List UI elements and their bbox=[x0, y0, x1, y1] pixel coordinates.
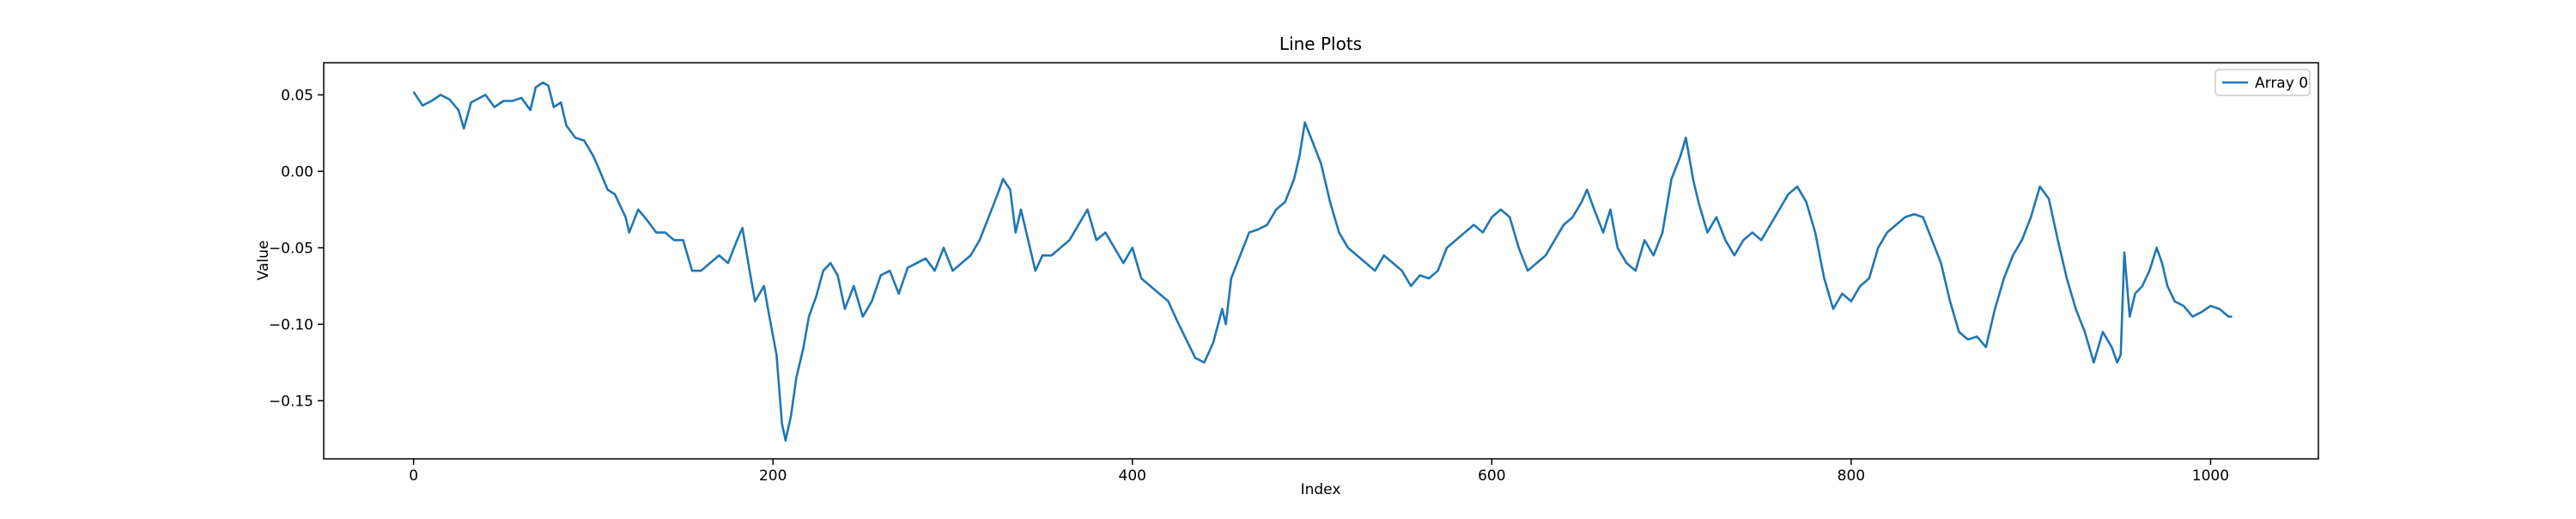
y-axis-label: Value bbox=[255, 241, 272, 281]
x-tick-label: 600 bbox=[1478, 467, 1505, 485]
y-tick-label: −0.05 bbox=[269, 240, 313, 257]
x-tick-label: 1000 bbox=[2192, 467, 2229, 485]
y-tick-label: −0.10 bbox=[269, 316, 313, 333]
x-axis-label: Index bbox=[1301, 481, 1341, 498]
y-tick-label: 0.05 bbox=[281, 87, 313, 104]
plot-frame bbox=[323, 62, 2319, 460]
y-tick-label: 0.00 bbox=[281, 163, 313, 180]
legend-box bbox=[2215, 69, 2311, 96]
chart-title: Line Plots bbox=[1279, 34, 1362, 54]
x-tick-label: 0 bbox=[409, 467, 418, 485]
x-tick-label: 400 bbox=[1119, 467, 1146, 485]
x-tick-label: 200 bbox=[759, 467, 787, 485]
line-series bbox=[412, 81, 2233, 442]
x-tick-label: 800 bbox=[1838, 467, 1865, 485]
legend-label: Array 0 bbox=[2255, 75, 2308, 92]
y-tick-label: −0.15 bbox=[269, 393, 313, 410]
